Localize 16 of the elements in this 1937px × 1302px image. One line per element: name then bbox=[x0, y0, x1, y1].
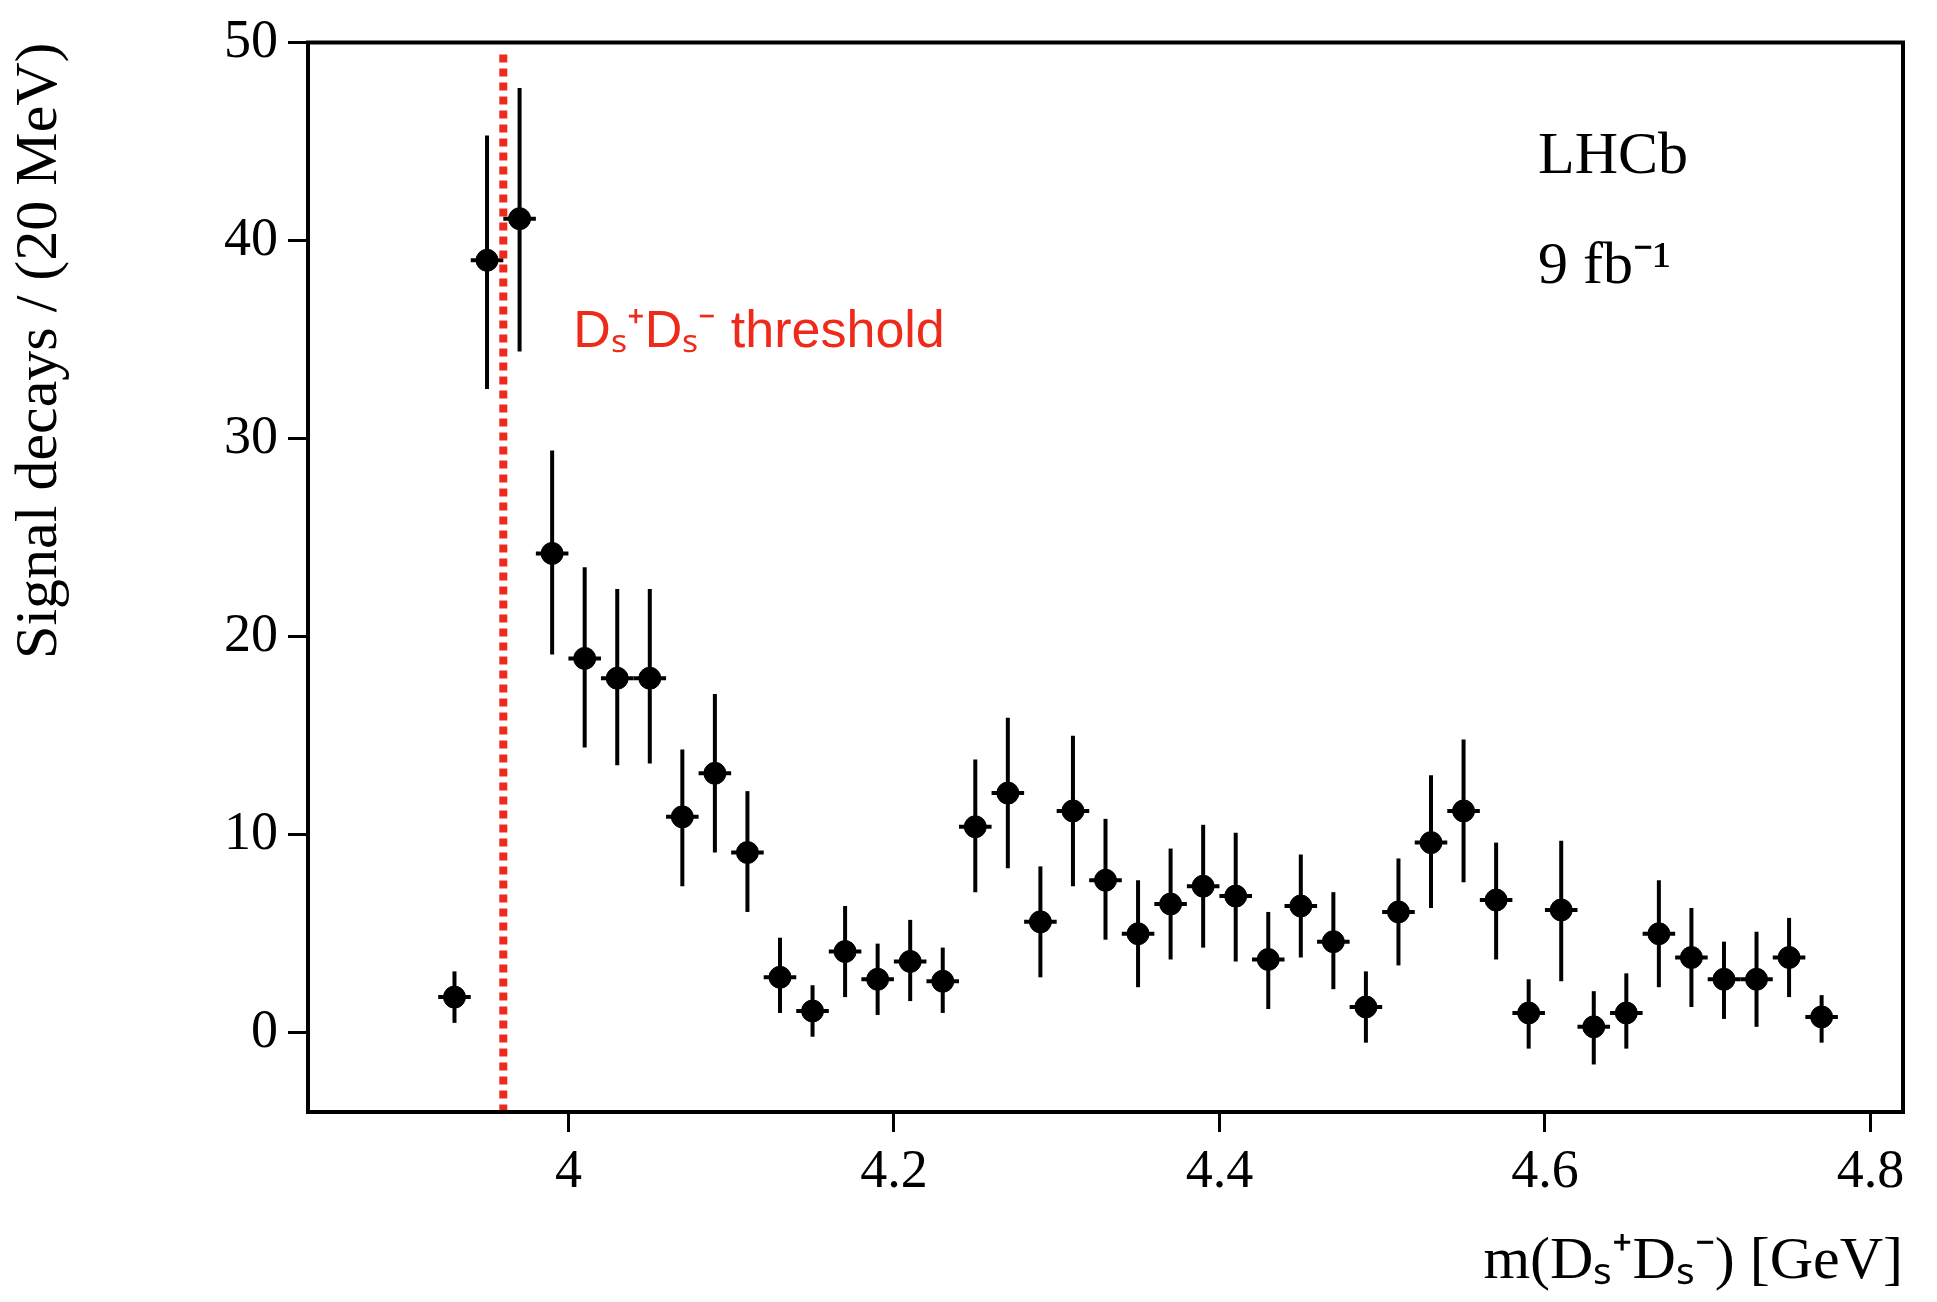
y-tick-label: 0 bbox=[251, 998, 278, 1059]
y-tick-label: 30 bbox=[224, 404, 278, 465]
x-axis-title: m(Dₛ⁺Dₛ⁻) [GeV] bbox=[1483, 1224, 1903, 1291]
x-tick-label: 4.2 bbox=[860, 1138, 928, 1199]
y-tick-label: 40 bbox=[224, 206, 278, 267]
y-axis-title: Signal decays / (20 MeV) bbox=[2, 42, 69, 659]
y-tick-label: 50 bbox=[224, 8, 278, 69]
x-tick-label: 4.6 bbox=[1511, 1138, 1579, 1199]
ref-line-label: Dₛ⁺Dₛ⁻ threshold bbox=[573, 299, 945, 358]
x-tick-label: 4.4 bbox=[1185, 1138, 1254, 1199]
y-tick-label: 10 bbox=[224, 800, 278, 861]
x-tick-label: 4.8 bbox=[1836, 1138, 1905, 1199]
annotation: 9 fb⁻¹ bbox=[1538, 230, 1671, 297]
annotation: LHCb bbox=[1538, 120, 1688, 187]
x-tick-label: 4 bbox=[554, 1138, 582, 1199]
y-tick-label: 20 bbox=[224, 602, 278, 663]
